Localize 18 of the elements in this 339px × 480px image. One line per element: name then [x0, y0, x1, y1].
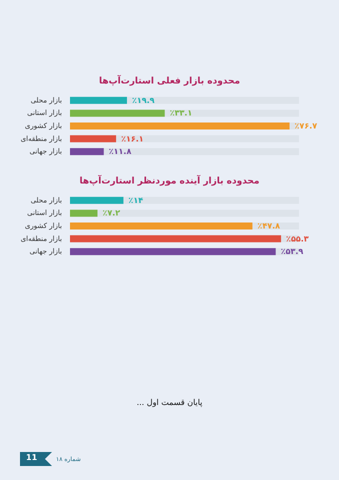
bar	[70, 210, 98, 217]
data-label: ٪۱۹.۹	[132, 96, 155, 105]
data-label: ٪۱۱.۸	[108, 147, 132, 156]
ribbon-tag: 11	[20, 452, 52, 466]
chart-title: محدوده بازار آینده موردنظر استارت‌آپ‌ها	[80, 174, 260, 186]
data-label: ٪۱۶.۱	[121, 134, 144, 144]
chart-title: محدوده بازار فعلی استارت‌آپ‌ها	[98, 74, 240, 86]
data-label: ٪۷.۲	[102, 208, 120, 218]
data-label: ٪۵۳.۹	[280, 247, 304, 256]
text: پایان قسمت اول ...	[136, 398, 204, 407]
data-label: ٪۷۶.۷	[294, 122, 318, 130]
data-label: ٪۳۳.۱	[170, 108, 192, 118]
data-label: ٪۱۴	[128, 196, 144, 205]
data-label: ٪۵۵.۳	[286, 234, 309, 244]
data-label: ٪۴۷.۸	[257, 222, 280, 230]
bar	[70, 148, 104, 156]
bar	[70, 196, 124, 204]
bar	[70, 135, 116, 142]
